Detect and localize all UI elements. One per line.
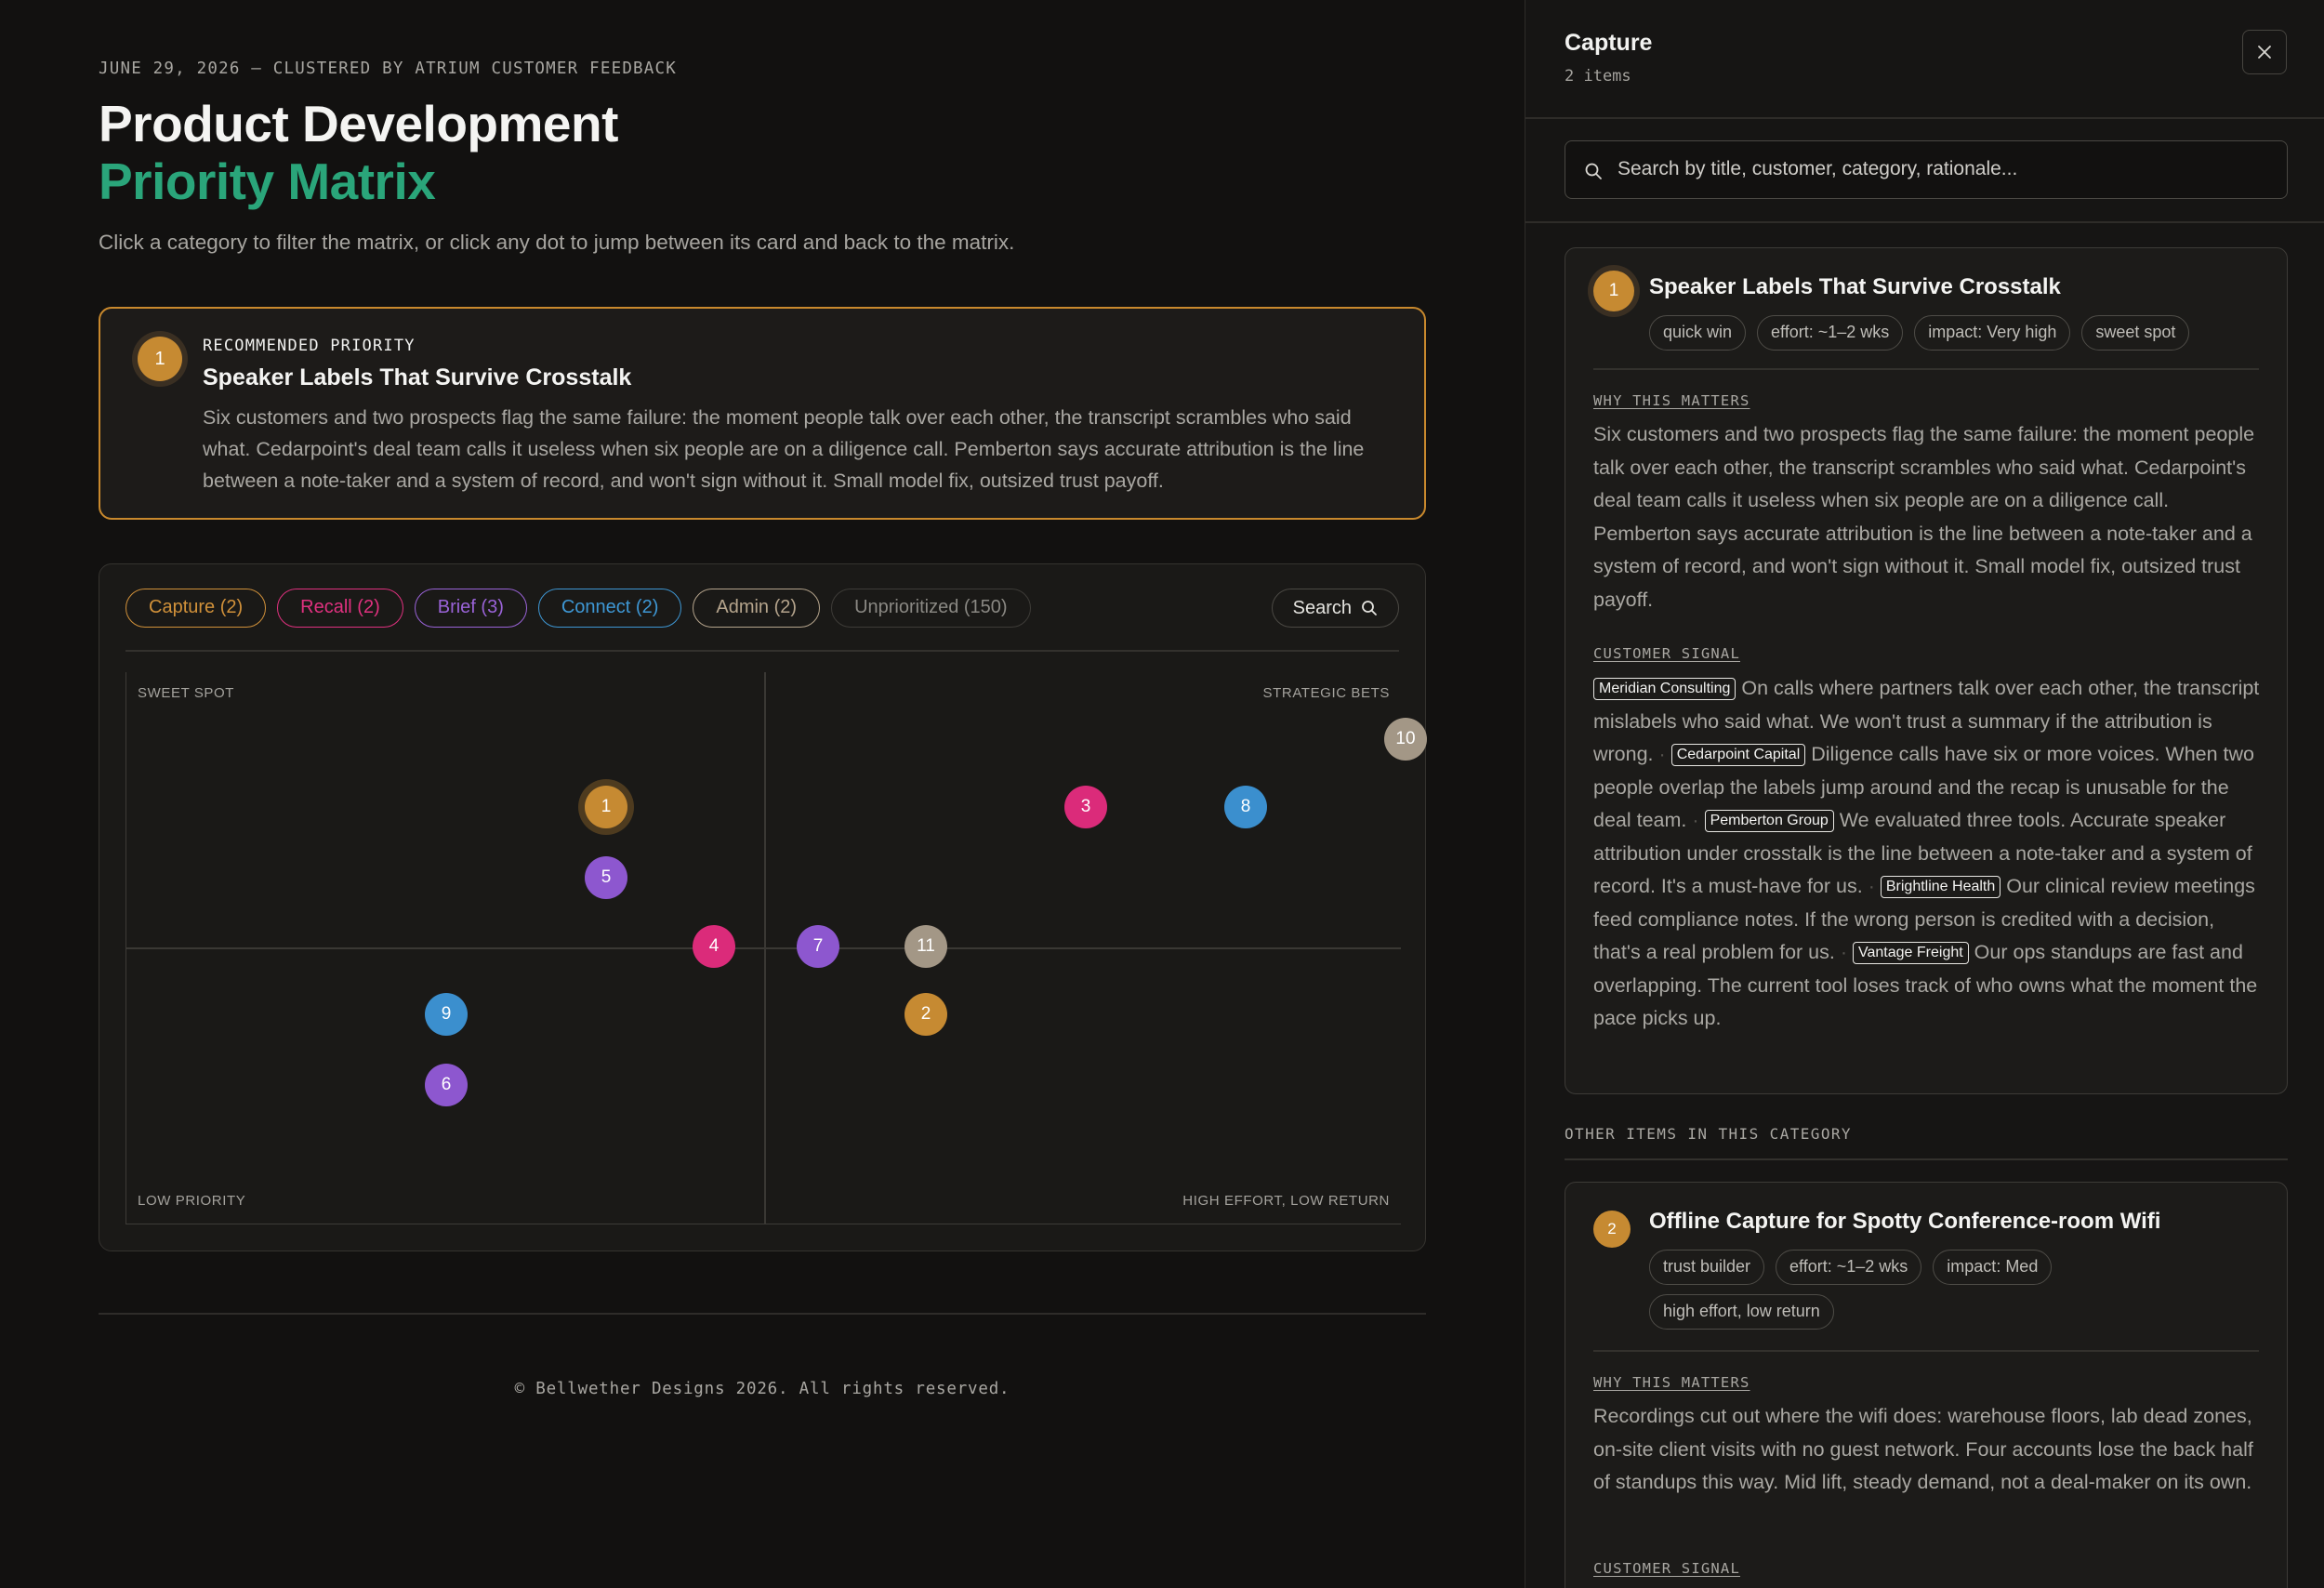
item-tag: impact: Very high [1914, 315, 2071, 351]
page-title: Product Development [99, 95, 618, 152]
customer-tag: Cedarpoint Capital [1670, 744, 1806, 766]
quadrant-label-strategic-bets: STRATEGIC BETS [1262, 685, 1390, 701]
item-title: Speaker Labels That Survive Crosstalk [1649, 274, 2061, 299]
matrix-dot-4[interactable]: 4 [693, 924, 735, 968]
quadrant-label-low-priority: LOW PRIORITY [138, 1193, 246, 1209]
filter-chip[interactable]: Brief (3) [414, 589, 527, 628]
filter-chip[interactable]: Admin (2) [693, 589, 821, 628]
customer-tag: Meridian Consulting [1593, 678, 1736, 700]
item-tags: quick win effort: ~1–2 wks impact: Very hi… [1649, 315, 2263, 351]
signal-separator: · [1868, 875, 1875, 897]
item-title: Offline Capture for Spotty Conference-ro… [1649, 1209, 2161, 1234]
recommended-label: RECOMMENDED PRIORITY [203, 337, 416, 355]
filter-chip[interactable]: Connect (2) [537, 589, 682, 628]
panel-item-count: 2 items [1565, 67, 1631, 86]
recommended-priority-card[interactable]: 1 RECOMMENDED PRIORITY Speaker Labels Th… [99, 307, 1426, 520]
matrix-dot-6[interactable]: 6 [425, 1063, 468, 1106]
item-tag: trust builder [1649, 1250, 1765, 1285]
page-subtitle: Click a category to filter the matrix, o… [99, 231, 1015, 254]
recommended-title: Speaker Labels That Survive Crosstalk [203, 364, 632, 390]
item-tag: quick win [1649, 315, 1747, 351]
horizontal-axis-divider [126, 947, 1401, 949]
item-tag: effort: ~1–2 wks [1757, 315, 1904, 351]
customer-tag: Vantage Freight [1853, 942, 1969, 964]
close-panel-button[interactable] [2242, 30, 2287, 74]
signal-separator: · [1692, 809, 1699, 831]
close-icon [2258, 46, 2271, 59]
why-body: Six customers and two prospects flag the… [1593, 423, 2255, 611]
item-tags: trust builder effort: ~1–2 wks impact: Med… [1649, 1250, 2095, 1330]
matrix-dot-8[interactable]: 8 [1224, 786, 1267, 829]
priority-matrix: Capture (2) Recall (2) Brief (3) Connect (2… [99, 563, 1427, 1251]
matrix-dot-5[interactable]: 5 [585, 855, 627, 899]
quadrant-label-sweet-spot: SWEET SPOT [138, 685, 235, 701]
filter-chip[interactable]: Unprioritized (150) [831, 589, 1031, 628]
customer-quote: On calls where partners talk over each o… [1593, 677, 2260, 765]
signal-label: CUSTOMER SIGNAL [1593, 645, 1740, 662]
customer-quote: Our ops standups are fast and overlappin… [1593, 941, 2258, 1029]
item-tag: high effort, low return [1649, 1294, 1834, 1330]
footer-divider [99, 1313, 1426, 1315]
item-tag: impact: Med [1933, 1250, 2053, 1285]
divider [1593, 1350, 2259, 1352]
item-tag: sweet spot [2081, 315, 2190, 351]
filter-chip[interactable]: Capture (2) [125, 589, 267, 628]
why-body: Recordings cut out where the wifi does: … [1593, 1405, 2253, 1493]
search-icon [1585, 163, 1602, 179]
panel-search [1565, 140, 2288, 199]
divider [1565, 1158, 2288, 1160]
page-title-accent: Priority Matrix [99, 152, 436, 210]
customer-signals: Meridian Consulting On calls where partn… [1593, 672, 2265, 1036]
divider [125, 650, 1399, 652]
item-badge: 2 [1593, 1211, 1631, 1248]
signal-separator: · [1840, 941, 1848, 963]
category-filters: Capture (2) Recall (2) Brief (3) Connect (2… [125, 589, 1031, 629]
search-button-label: Search [1292, 597, 1352, 618]
matrix-dot-2[interactable]: 2 [905, 993, 947, 1037]
customer-quote: Our clinical review meetings feed compli… [1593, 875, 2255, 963]
matrix-dot-7[interactable]: 7 [797, 924, 839, 968]
matrix-dot-11[interactable]: 11 [905, 924, 947, 968]
item-tag: effort: ~1–2 wks [1776, 1250, 1922, 1285]
matrix-search-button[interactable]: Search [1271, 589, 1399, 628]
customer-tag: Brightline Health [1880, 876, 2001, 898]
panel-title: Capture [1565, 30, 1653, 56]
divider [1525, 221, 2324, 223]
filter-chip[interactable]: Recall (2) [277, 589, 403, 628]
signal-separator: · [1658, 743, 1666, 765]
why-label: WHY THIS MATTERS [1593, 392, 1750, 409]
priority-badge: 1 [132, 331, 188, 387]
customer-quote: We evaluated three tools. Accurate speak… [1593, 809, 2252, 897]
why-label: WHY THIS MATTERS [1593, 1374, 1750, 1391]
matrix-dot-3[interactable]: 3 [1064, 786, 1107, 829]
matrix-plot: SWEET SPOT STRATEGIC BETS LOW PRIORITY H… [125, 672, 1427, 1224]
signal-label: CUSTOMER SIGNAL [1593, 1560, 1740, 1577]
customer-tag: Pemberton Group [1704, 810, 1834, 832]
divider [1525, 117, 2324, 119]
recommended-body: Six customers and two prospects flag the… [203, 406, 1365, 492]
item-card[interactable]: 2 Offline Capture for Spotty Conference-… [1565, 1182, 2288, 1588]
panel-search-input[interactable] [1618, 141, 2268, 197]
main-content: JUNE 29, 2026 — CLUSTERED BY ATRIUM CUST… [99, 60, 1427, 1398]
matrix-dot-1[interactable]: 1 [585, 786, 627, 829]
item-card[interactable]: 1 Speaker Labels That Survive Crosstalk … [1565, 247, 2288, 1094]
customer-quote: Diligence calls have six or more voices.… [1593, 743, 2255, 831]
other-items-label: OTHER ITEMS IN THIS CATEGORY [1565, 1125, 1852, 1143]
search-icon [1362, 601, 1377, 615]
matrix-dot-10[interactable]: 10 [1384, 717, 1427, 761]
divider [1593, 368, 2259, 370]
item-badge: 1 [1588, 265, 1640, 317]
dateline: JUNE 29, 2026 — CLUSTERED BY ATRIUM CUST… [99, 60, 678, 78]
category-side-panel: Capture 2 items 1 Speaker Labels That Su… [1525, 0, 2324, 1588]
matrix-dot-9[interactable]: 9 [425, 993, 468, 1037]
copyright: © Bellwether Designs 2026. All rights re… [514, 1380, 1010, 1398]
quadrant-label-high-effort-low-return: HIGH EFFORT, LOW RETURN [1182, 1193, 1390, 1209]
